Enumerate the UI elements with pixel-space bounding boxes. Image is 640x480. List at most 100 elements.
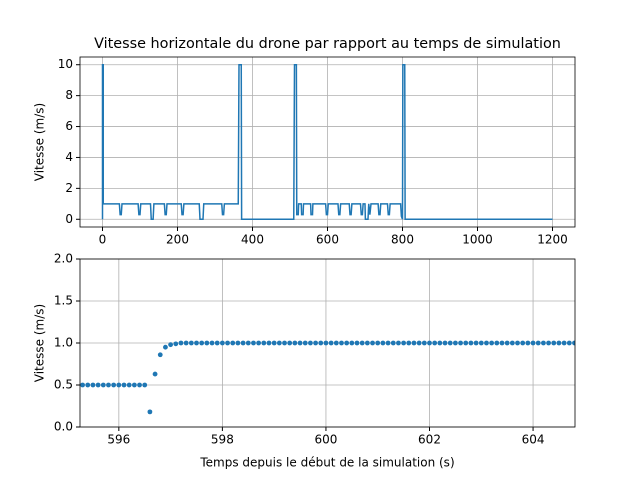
data-point bbox=[396, 340, 401, 346]
data-point bbox=[95, 382, 101, 388]
data-point bbox=[245, 340, 251, 346]
data-point bbox=[359, 340, 365, 346]
data-point bbox=[230, 340, 236, 346]
data-point bbox=[199, 340, 205, 346]
data-point bbox=[572, 340, 575, 346]
data-point bbox=[90, 382, 96, 388]
data-point bbox=[561, 340, 567, 346]
data-point bbox=[194, 340, 199, 346]
data-point bbox=[100, 382, 106, 388]
data-point bbox=[178, 340, 184, 346]
data-point bbox=[131, 382, 137, 388]
x-axis-label: Temps depuis le début de la simulation (… bbox=[199, 456, 454, 470]
data-point bbox=[163, 344, 168, 350]
data-point bbox=[80, 382, 85, 388]
data-point bbox=[251, 340, 256, 346]
data-point bbox=[183, 340, 189, 346]
data-point bbox=[463, 340, 469, 346]
data-point bbox=[282, 340, 287, 346]
data-point bbox=[266, 340, 272, 346]
data-point bbox=[323, 340, 329, 346]
y-tick-label: 0.0 bbox=[54, 420, 73, 434]
subplot: 596 598 600 602 604 0.0 0.5 1.0 1.5 2.0 Temps depu… bbox=[33, 252, 576, 470]
data-point bbox=[225, 340, 230, 346]
data-point bbox=[116, 382, 122, 388]
data-point bbox=[147, 409, 153, 415]
x-tick-label: 1200 bbox=[537, 233, 568, 247]
data-point bbox=[452, 340, 458, 346]
y-tick-label: 6 bbox=[65, 119, 73, 133]
data-point bbox=[484, 340, 489, 346]
data-point bbox=[370, 340, 375, 346]
data-point bbox=[271, 340, 277, 346]
data-point bbox=[152, 371, 158, 377]
y-tick-label: 8 bbox=[65, 88, 73, 102]
x-tick-label: 400 bbox=[241, 233, 264, 247]
data-point bbox=[566, 340, 572, 346]
data-point bbox=[416, 340, 422, 346]
data-point bbox=[209, 340, 215, 346]
x-tick-label: 596 bbox=[107, 433, 130, 447]
data-point bbox=[489, 340, 495, 346]
data-point bbox=[142, 382, 148, 388]
data-point bbox=[468, 340, 474, 346]
axes-frame bbox=[79, 56, 576, 228]
x-tick-label: 0 bbox=[99, 233, 107, 247]
data-point bbox=[541, 340, 546, 346]
data-point bbox=[411, 340, 417, 346]
data-point bbox=[535, 340, 541, 346]
data-point bbox=[219, 340, 225, 346]
data-point bbox=[276, 340, 282, 346]
data-point bbox=[546, 340, 551, 346]
data-point bbox=[297, 340, 303, 346]
data-point bbox=[473, 340, 479, 346]
y-tick-label: 0 bbox=[65, 212, 73, 226]
data-point bbox=[287, 340, 293, 346]
x-tick-label: 600 bbox=[314, 433, 337, 447]
data-point bbox=[261, 340, 267, 346]
data-point bbox=[421, 340, 427, 346]
data-point bbox=[333, 340, 339, 346]
data-point bbox=[302, 340, 308, 346]
data-point bbox=[214, 340, 220, 346]
data-point bbox=[390, 340, 396, 346]
data-point bbox=[188, 340, 194, 346]
data-point bbox=[551, 340, 557, 346]
x-tick-label: 200 bbox=[166, 233, 189, 247]
data-point bbox=[364, 340, 370, 346]
y-axis-label: Vitesse (m/s) bbox=[33, 103, 47, 181]
y-tick-label: 2.0 bbox=[54, 252, 73, 266]
data-point bbox=[318, 340, 324, 346]
y-tick-label: 1.0 bbox=[54, 336, 73, 350]
y-tick-label: 4 bbox=[65, 150, 73, 164]
data-point bbox=[427, 340, 432, 346]
data-point bbox=[380, 340, 386, 346]
data-point bbox=[504, 340, 510, 346]
data-point bbox=[515, 340, 520, 346]
data-point bbox=[478, 340, 484, 346]
axes-frame bbox=[79, 258, 576, 428]
chart-title: Vitesse horizontale du drone par rapport… bbox=[94, 36, 561, 52]
data-point bbox=[344, 340, 350, 346]
data-point bbox=[256, 340, 262, 346]
x-tick-label: 600 bbox=[316, 233, 339, 247]
x-tick-label: 1000 bbox=[462, 233, 493, 247]
data-point bbox=[313, 340, 318, 346]
data-point bbox=[509, 340, 515, 346]
data-line bbox=[101, 63, 553, 221]
data-point bbox=[106, 382, 111, 388]
data-point bbox=[328, 340, 334, 346]
data-point bbox=[494, 340, 500, 346]
y-tick-label: 10 bbox=[58, 57, 73, 71]
data-point bbox=[168, 342, 174, 348]
data-point bbox=[401, 340, 407, 346]
y-tick-label: 0.5 bbox=[54, 378, 73, 392]
data-point bbox=[525, 340, 531, 346]
data-point bbox=[447, 340, 453, 346]
data-point bbox=[137, 382, 142, 388]
x-tick-label: 800 bbox=[391, 233, 414, 247]
data-point bbox=[499, 340, 505, 346]
data-point bbox=[173, 341, 179, 347]
data-point bbox=[520, 340, 526, 346]
